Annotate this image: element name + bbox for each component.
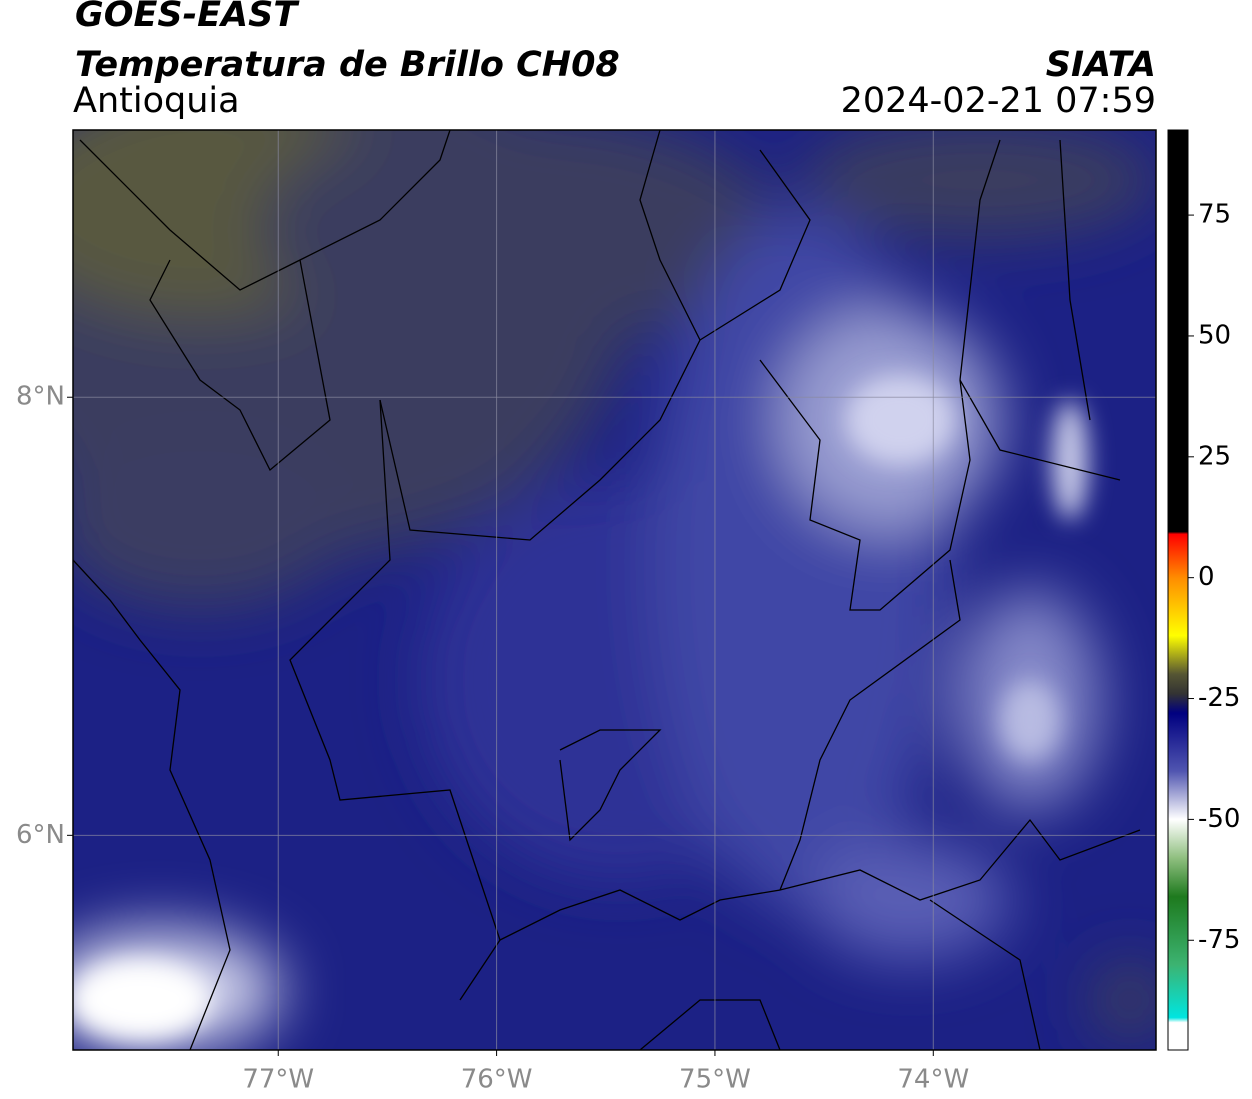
cloud [810, 840, 1010, 960]
dry-area [260, 130, 780, 350]
border [959, 139, 1091, 421]
cloud-core [1000, 680, 1060, 760]
cloud-core [1052, 400, 1088, 520]
colorbar-tick-label: 75 [1198, 200, 1231, 230]
colorbar-tick-label: -25 [1198, 683, 1240, 713]
x-tick-label: 77°W [242, 1065, 314, 1095]
map-frame [72, 129, 1157, 1051]
source: SIATA [1046, 45, 1156, 85]
colorbar [1167, 129, 1189, 1051]
x-tick-label: 74°W [897, 1065, 969, 1095]
borders [73, 130, 1141, 1050]
grid [73, 130, 1156, 1050]
border [289, 359, 1121, 1001]
colorbar-tick-label: 50 [1198, 320, 1231, 350]
bright-cores [73, 375, 1088, 1040]
x-tick-label: 76°W [461, 1065, 533, 1095]
border [73, 130, 811, 1050]
colorbar-tick-label: 25 [1198, 441, 1231, 471]
border [499, 559, 1141, 1050]
x-tick-label: 75°W [679, 1065, 751, 1095]
dry-area [1090, 960, 1156, 1040]
colorbar-ticks: 75 50 25 0 -25 -50 -75 [1188, 200, 1240, 955]
axis-ticks: 77°W 76°W 75°W 74°W 8°N 6°N [16, 382, 969, 1095]
satellite-title: GOES-EAST [75, 0, 300, 35]
colorbar-tick-label: -75 [1198, 925, 1240, 955]
product-title: Temperatura de Brillo CH08 [75, 45, 620, 85]
dry-area [73, 430, 350, 610]
y-tick-label: 8°N [16, 382, 65, 412]
cloud-core [73, 960, 210, 1040]
colorbar-tick-label: 0 [1198, 562, 1215, 592]
coastline [79, 130, 451, 472]
datetime: 2024-02-21 07:59 [841, 81, 1156, 121]
cloud-core [845, 375, 955, 465]
y-tick-label: 6°N [16, 820, 65, 850]
satellite-image [73, 130, 1156, 1050]
colorbar-tick-label: -50 [1198, 804, 1240, 834]
dry-area [800, 130, 1156, 240]
region: Antioquia [73, 81, 240, 121]
